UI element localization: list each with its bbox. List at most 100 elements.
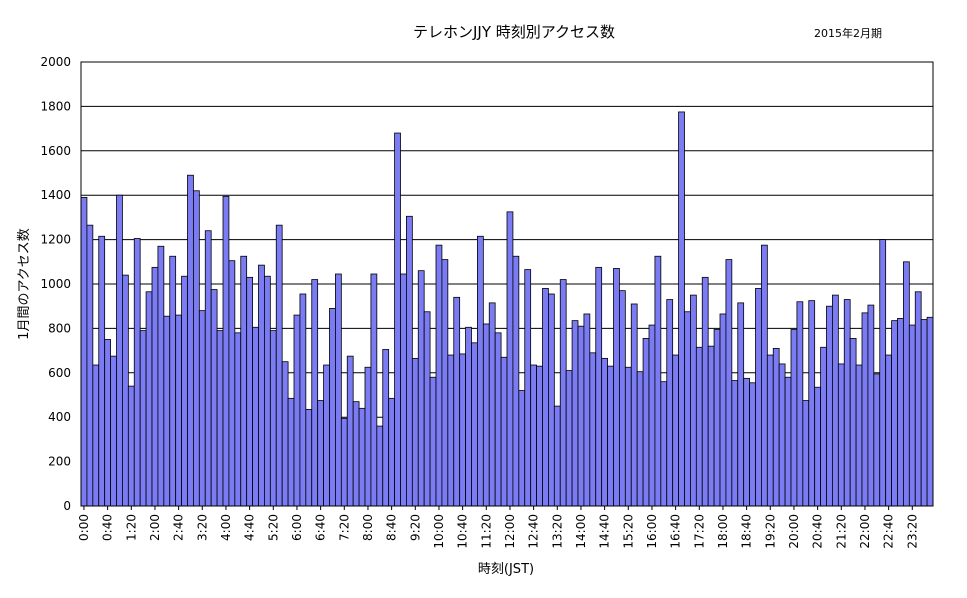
y-tick-label: 1000 [40, 277, 71, 291]
x-tick-label: 17:20 [692, 514, 706, 549]
y-tick-label: 1400 [40, 188, 71, 202]
bar [157, 245, 165, 507]
bar [684, 311, 691, 507]
bar [583, 313, 591, 507]
y-tick-label: 0 [63, 499, 71, 513]
x-tick-label: 16:40 [669, 514, 683, 549]
bar [193, 190, 200, 507]
bar [772, 347, 780, 507]
x-tick-label: 9:20 [408, 514, 422, 541]
bar [406, 215, 413, 507]
bar [613, 268, 620, 507]
bar [548, 293, 555, 507]
x-axis-label: 時刻(JST) [478, 562, 534, 577]
bar [311, 279, 319, 507]
x-tick-label: 1:20 [124, 514, 138, 541]
x-tick-labels: 0:00 0:40 1:20 2:00 2:40 3:20 4:00 4:40 5:20 6:00… [77, 514, 919, 549]
x-tick-label: 0:00 [77, 514, 91, 541]
bar [80, 197, 88, 507]
bar [482, 323, 490, 507]
x-tick-label: 15:20 [621, 514, 635, 549]
bar [98, 235, 106, 507]
x-tick-label: 21:20 [834, 514, 848, 549]
x-tick-label: 20:00 [787, 514, 801, 549]
bar [536, 365, 543, 507]
bar [826, 305, 833, 507]
bar [293, 314, 301, 507]
bar [707, 345, 715, 507]
bar [465, 326, 472, 507]
bar [299, 293, 307, 507]
bar [447, 354, 455, 507]
x-tick-label: 22:40 [882, 514, 896, 549]
x-tick-label: 6:00 [290, 514, 304, 541]
bar [275, 224, 283, 507]
bar [624, 366, 632, 507]
bar [690, 294, 697, 507]
bar [796, 301, 804, 507]
bar [790, 329, 798, 507]
x-tick-label: 11:20 [479, 514, 493, 549]
bar [512, 255, 520, 507]
bar [820, 346, 827, 507]
bar [411, 357, 419, 507]
bar [169, 255, 177, 507]
bar [305, 409, 313, 507]
bar [500, 356, 508, 507]
bar [725, 259, 733, 507]
bar [837, 363, 845, 507]
bar [755, 288, 762, 507]
x-tick-label: 8:40 [385, 514, 399, 541]
bar [814, 386, 821, 507]
bar [323, 364, 330, 507]
bar [636, 371, 644, 507]
x-tick-label: 7:20 [337, 514, 351, 541]
x-tick-label: 2:00 [148, 514, 162, 541]
bar [926, 316, 934, 507]
bar [488, 302, 496, 507]
y-tick-label: 200 [48, 455, 71, 469]
bar [719, 313, 727, 507]
bar [861, 312, 869, 507]
bar [477, 235, 484, 507]
bar [382, 349, 390, 507]
x-tick-label: 10:40 [456, 514, 470, 549]
bar [530, 364, 537, 507]
bar [660, 381, 668, 507]
bar [163, 315, 171, 507]
bar [281, 361, 289, 507]
bar [648, 324, 656, 507]
bar [737, 302, 745, 507]
bar [571, 320, 579, 507]
y-tick-label: 2000 [40, 55, 71, 69]
bar [553, 405, 561, 507]
bar [885, 354, 892, 507]
bar [920, 319, 928, 507]
y-tick-label: 800 [48, 321, 71, 335]
bar [258, 264, 265, 507]
x-tick-label: 5:20 [266, 514, 280, 541]
x-tick-label: 0:40 [101, 514, 115, 541]
bar [559, 279, 567, 507]
bar [139, 330, 147, 507]
bar [642, 337, 650, 507]
x-tick-label: 2:40 [172, 514, 186, 541]
bar [329, 308, 336, 507]
bar [701, 276, 709, 507]
bar [589, 352, 597, 507]
bar [335, 273, 342, 507]
bar [897, 318, 904, 507]
bar [116, 194, 123, 507]
y-axis-label: 1月間のアクセス数 [17, 228, 32, 340]
bar [110, 355, 117, 507]
bar [695, 346, 703, 507]
bar [506, 211, 514, 507]
bar [370, 273, 378, 507]
bar [181, 275, 188, 507]
bar [542, 288, 549, 507]
bar [317, 400, 324, 507]
bar [264, 275, 271, 507]
bar [240, 255, 248, 507]
x-tick-label: 10:00 [432, 514, 446, 549]
bar [346, 355, 354, 507]
